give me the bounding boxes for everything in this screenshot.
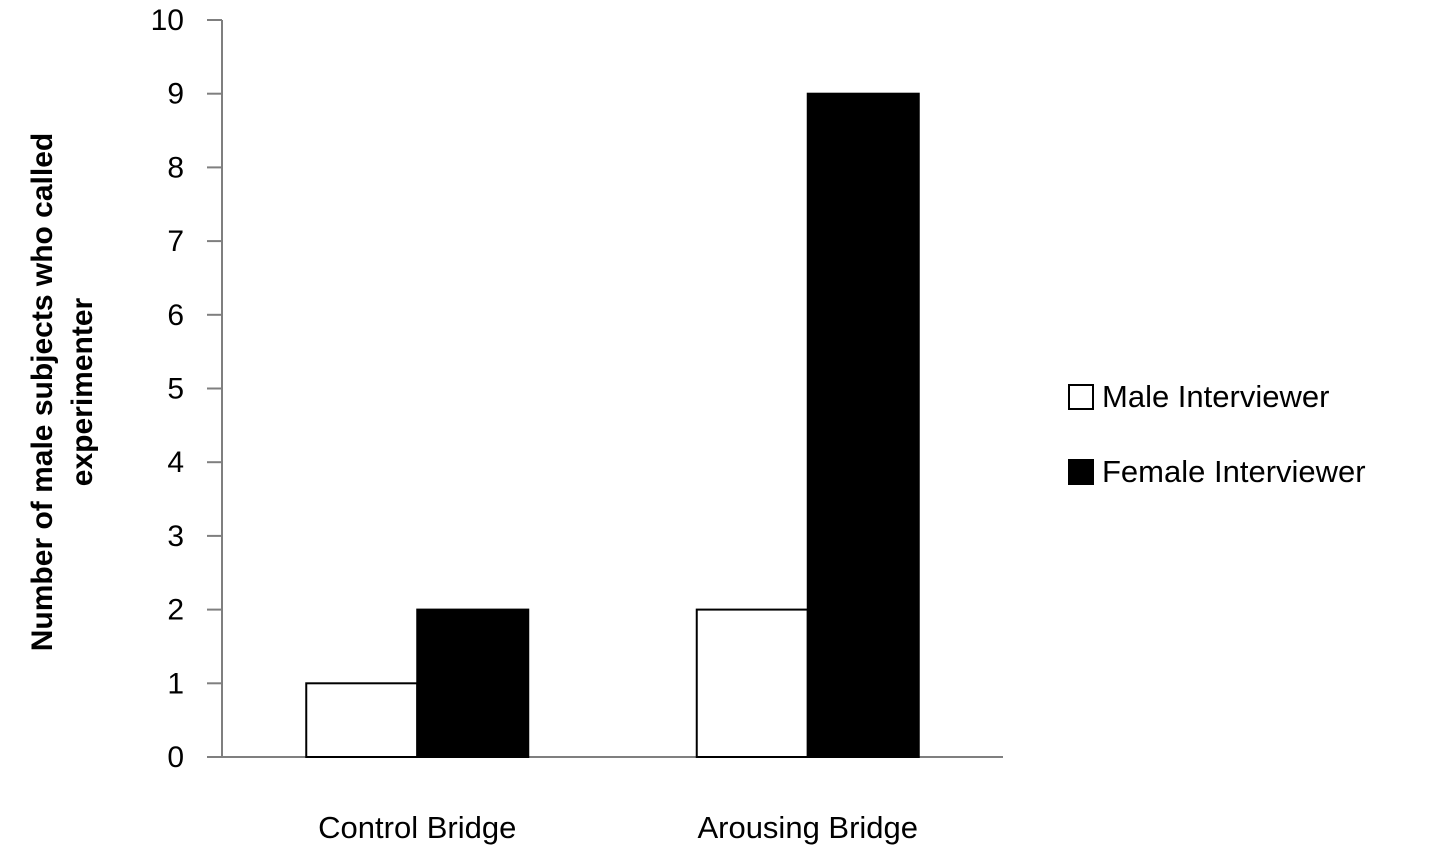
y-ticks: 0 1 2 3 4 5 6 7 8 9 10 (151, 4, 222, 774)
bar-male-interviewer-1 (305, 682, 419, 758)
y-tick-label-9: 9 (167, 78, 184, 111)
legend-item-female-interviewer: Female Interviewer (1068, 447, 1448, 497)
y-tick-label-8: 8 (167, 151, 184, 184)
y-tick-label-0: 0 (167, 741, 184, 774)
legend-swatch-male-interviewer (1068, 384, 1094, 410)
x-category-label-2: Arousing Bridge (697, 810, 918, 845)
y-axis-title-line-1: Number of male subjects who called (26, 133, 59, 651)
legend-label-male-interviewer: Male Interviewer (1102, 379, 1330, 414)
y-tick-label-6: 6 (167, 299, 184, 332)
x-category-labels: Control Bridge Arousing Bridge (318, 810, 918, 845)
y-axis-title-line-2: experimenter (66, 297, 99, 486)
y-tick-label-1: 1 (167, 667, 184, 700)
y-tick-label-10: 10 (151, 4, 184, 37)
legend-label-female-interviewer: Female Interviewer (1102, 454, 1366, 489)
bar-male-interviewer-2 (695, 608, 809, 758)
bars (305, 92, 920, 758)
bar-female-interviewer-1 (416, 608, 530, 758)
x-category-label-1: Control Bridge (318, 810, 516, 845)
bar-female-interviewer-2 (806, 92, 920, 758)
y-tick-label-3: 3 (167, 520, 184, 553)
legend: Male Interviewer Female Interviewer (1068, 372, 1448, 522)
legend-item-male-interviewer: Male Interviewer (1068, 372, 1448, 422)
legend-swatch-female-interviewer (1068, 459, 1094, 485)
y-tick-label-4: 4 (167, 446, 184, 479)
y-axis-title: Number of male subjects who called exper… (26, 133, 99, 651)
y-tick-label-2: 2 (167, 594, 184, 627)
y-tick-label-7: 7 (167, 225, 184, 258)
y-tick-label-5: 5 (167, 373, 184, 406)
